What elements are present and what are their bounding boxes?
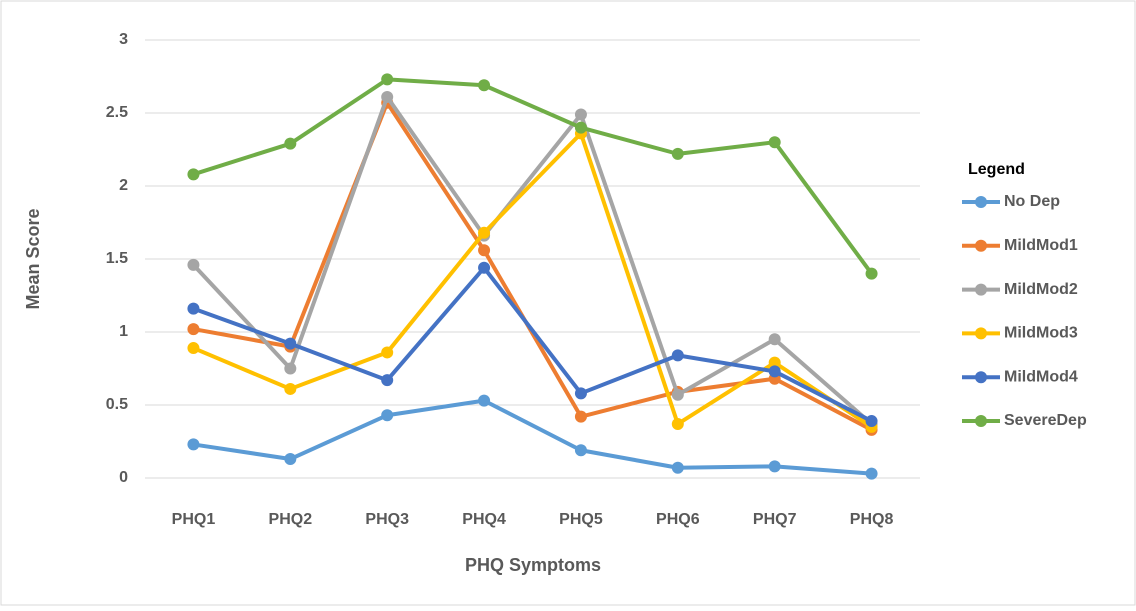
series-line <box>192 131 873 429</box>
point <box>187 302 200 315</box>
point <box>671 388 684 401</box>
legend-marker <box>975 327 987 340</box>
legend-marker <box>975 196 987 208</box>
point <box>284 337 297 350</box>
point <box>768 365 781 378</box>
point <box>381 90 394 103</box>
point <box>381 374 394 387</box>
series-line <box>193 398 872 476</box>
y-tick-label: 2 <box>119 177 128 194</box>
point <box>768 460 781 473</box>
legend-label: MildMod2 <box>1004 281 1078 298</box>
point <box>768 333 781 346</box>
x-tick-label: PHQ7 <box>753 511 797 528</box>
legend-marker <box>975 415 987 427</box>
point <box>865 467 878 480</box>
legend-label: MildMod4 <box>1004 368 1078 385</box>
series-line <box>192 265 873 423</box>
point <box>478 226 491 239</box>
x-tick-label: PHQ8 <box>850 511 894 528</box>
x-tick-label: PHQ2 <box>269 511 313 528</box>
x-tick-label: PHQ1 <box>172 511 216 528</box>
point <box>574 410 587 423</box>
point <box>381 73 394 86</box>
y-tick-label: 2.5 <box>106 104 128 121</box>
point <box>574 108 587 121</box>
x-axis-title: PHQ Symptoms <box>465 555 601 575</box>
point <box>768 136 781 149</box>
point <box>187 438 200 451</box>
point <box>671 461 684 474</box>
legend-marker <box>975 283 987 296</box>
point <box>381 409 394 422</box>
point <box>284 382 297 395</box>
point <box>574 444 587 457</box>
legend-marker <box>975 371 987 384</box>
legend-title: Legend <box>968 161 1025 178</box>
x-tick-label: PHQ6 <box>656 511 700 528</box>
point <box>284 453 297 466</box>
x-tick-label: PHQ5 <box>559 511 603 528</box>
series-line <box>191 94 873 426</box>
point <box>671 349 684 362</box>
legend-label: No Dep <box>1004 193 1060 210</box>
point <box>381 346 394 359</box>
legend-label: MildMod3 <box>1004 325 1078 342</box>
y-tick-label: 0 <box>119 469 128 486</box>
point <box>187 258 200 271</box>
point <box>187 342 200 355</box>
point <box>478 261 491 274</box>
y-tick-label: 1.5 <box>106 250 128 267</box>
point <box>574 121 587 134</box>
point <box>865 267 878 280</box>
x-tick-label: PHQ3 <box>365 511 409 528</box>
y-tick-label: 3 <box>119 31 128 48</box>
legend-label: MildMod1 <box>1004 237 1078 254</box>
point <box>478 394 491 407</box>
y-axis-title: Mean Score <box>23 208 43 309</box>
point <box>478 79 491 92</box>
legend-marker <box>975 239 987 252</box>
x-tick-label: PHQ4 <box>462 511 506 528</box>
series-line <box>192 77 874 275</box>
point <box>671 417 684 430</box>
point <box>187 323 200 336</box>
y-tick-label: 1 <box>119 323 128 340</box>
point <box>574 387 587 400</box>
point <box>671 147 684 160</box>
point <box>768 356 781 369</box>
point <box>478 244 491 257</box>
point <box>284 362 297 375</box>
y-tick-label: 0.5 <box>106 396 128 413</box>
legend-label: SevereDep <box>1004 412 1087 429</box>
point <box>187 168 200 181</box>
point <box>284 137 297 150</box>
point <box>865 415 878 428</box>
